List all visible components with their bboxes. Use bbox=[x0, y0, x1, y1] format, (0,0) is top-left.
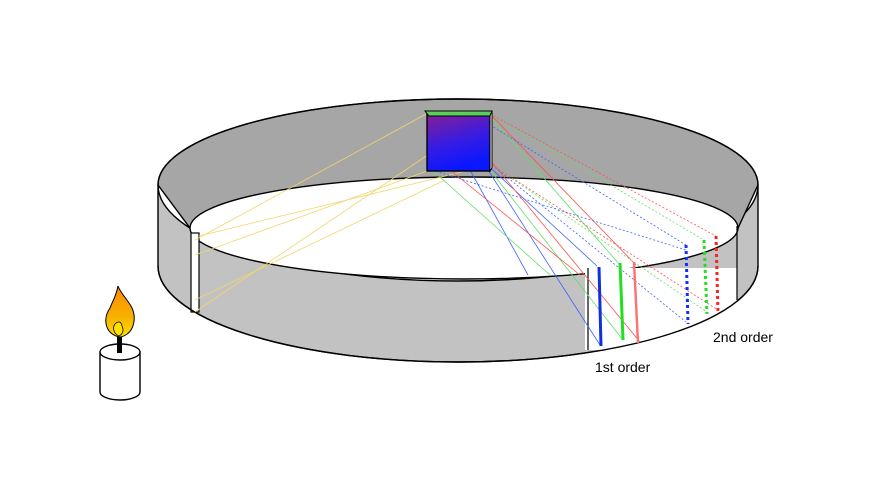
first-order-red-line bbox=[632, 261, 640, 344]
second-order-red-line bbox=[714, 235, 720, 313]
ring-top-rim bbox=[157, 98, 759, 186]
first-order-blue-line bbox=[597, 266, 603, 347]
second-order-lines bbox=[684, 235, 720, 325]
diffracted-rays bbox=[431, 113, 719, 346]
second-order-blue-line bbox=[684, 244, 690, 325]
ring-bottom-edge bbox=[157, 265, 759, 363]
grating-icon bbox=[423, 110, 493, 173]
first-order-label: 1st order bbox=[595, 359, 651, 375]
first-order-lines bbox=[597, 261, 640, 347]
second-order-green-line bbox=[702, 239, 709, 315]
candle-icon bbox=[99, 285, 141, 401]
second-order-label: 2nd order bbox=[713, 329, 773, 345]
ring-floor bbox=[189, 176, 739, 280]
entrance-slit bbox=[190, 232, 200, 313]
first-order-green-line bbox=[618, 262, 625, 341]
flame-icon bbox=[105, 285, 135, 338]
